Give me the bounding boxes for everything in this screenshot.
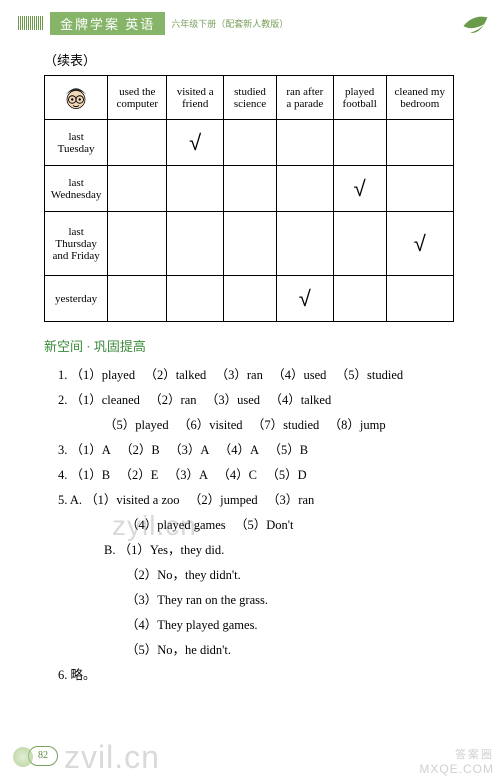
section-title: 新空间 · 巩固提高	[44, 336, 470, 355]
row-label: Tuesday	[58, 143, 95, 155]
answer-text: 略。	[71, 668, 96, 682]
check-mark: √	[167, 120, 224, 166]
answer-text: （4）They played games.	[126, 618, 258, 632]
answer-text: 1.	[58, 368, 67, 382]
row-label: yesterday	[55, 293, 97, 305]
book-title: 金牌学案 英语	[50, 12, 165, 35]
col-label: a parade	[286, 98, 323, 110]
col-label: cleaned my	[395, 86, 445, 98]
header-ticks	[18, 16, 44, 30]
answer-text: （2）No，they didn't.	[126, 568, 241, 582]
col-label: computer	[116, 98, 158, 110]
answer-text: （1）A	[71, 443, 111, 457]
table-row: yesterday √	[45, 276, 454, 322]
table-row: lastWednesday √	[45, 166, 454, 212]
answers-block: 1. （1）played （2）talked （3）ran （4）used （5…	[44, 363, 470, 688]
answer-text: （3）A	[168, 468, 208, 482]
answer-text: （3）They ran on the grass.	[126, 593, 268, 607]
leaf-icon	[454, 14, 490, 38]
col-label: used the	[119, 86, 155, 98]
answer-text: （5）No，he didn't.	[126, 643, 231, 657]
table-row: lastTuesday √	[45, 120, 454, 166]
table-header-row: used thecomputer visited afriend studied…	[45, 76, 454, 120]
answer-text: （4）talked	[269, 393, 331, 407]
watermark: zvil.cn	[64, 739, 160, 776]
answer-text: （5）D	[266, 468, 306, 482]
page-number-badge: 82	[28, 746, 58, 766]
answer-text: （4）A	[219, 443, 259, 457]
row-label: and Friday	[52, 250, 99, 262]
continued-label: （续表）	[44, 50, 470, 69]
answer-text: 3.	[58, 443, 67, 457]
watermark: MXQE.COM	[419, 762, 494, 776]
row-label: last	[68, 131, 83, 143]
answer-text: 2.	[58, 393, 67, 407]
col-label: football	[343, 98, 377, 110]
page-header: 金牌学案 英语 六年级下册（配套新人教版）	[18, 8, 500, 38]
check-mark: √	[333, 166, 386, 212]
answer-text: （5）Don't	[235, 518, 294, 532]
answer-text: （3）used	[206, 393, 260, 407]
table-row: lastThursdayand Friday √	[45, 212, 454, 276]
answer-text: （5）B	[268, 443, 308, 457]
answer-text: （8）jump	[329, 418, 386, 432]
book-subtitle: 六年级下册（配套新人教版）	[171, 17, 288, 30]
answer-text: 4.	[58, 468, 67, 482]
answer-text: （4）used	[272, 368, 326, 382]
col-label: friend	[182, 98, 208, 110]
check-mark: √	[386, 212, 454, 276]
row-label: Wednesday	[51, 189, 101, 201]
col-label: science	[234, 98, 266, 110]
col-label: ran after	[286, 86, 323, 98]
answer-text: （3）ran	[267, 493, 314, 507]
col-label: played	[345, 86, 374, 98]
activity-table: used thecomputer visited afriend studied…	[44, 75, 454, 322]
answer-text: B.	[104, 543, 115, 557]
answer-text: （1）B	[71, 468, 111, 482]
answer-text: A.	[70, 493, 82, 507]
answer-text: （2）ran	[149, 393, 196, 407]
answer-text: （1）visited a zoo	[85, 493, 179, 507]
col-label: studied	[234, 86, 266, 98]
row-label: last	[68, 226, 83, 238]
col-label: visited a	[177, 86, 214, 98]
row-label: Thursday	[55, 238, 97, 250]
watermark: 答案圈	[455, 746, 494, 762]
answer-text: 6.	[58, 668, 67, 682]
answer-text: （1）played	[71, 368, 136, 382]
row-label: last	[68, 177, 83, 189]
answer-text: （5）played	[104, 418, 169, 432]
answer-text: （2）talked	[144, 368, 206, 382]
answer-text: （2）E	[119, 468, 158, 482]
col-label: bedroom	[400, 98, 439, 110]
cartoon-face-icon	[61, 83, 91, 113]
answer-text: （1）Yes，they did.	[119, 543, 225, 557]
answer-text: （3）A	[169, 443, 209, 457]
answer-text: （2）jumped	[189, 493, 258, 507]
answer-text: （7）studied	[252, 418, 319, 432]
answer-text: （1）cleaned	[71, 393, 140, 407]
answer-text: （6）visited	[178, 418, 243, 432]
check-mark: √	[276, 276, 333, 322]
answer-text: （2）B	[120, 443, 160, 457]
answer-text: 5.	[58, 493, 67, 507]
answer-text: （3）ran	[216, 368, 263, 382]
answer-text: （4）played games	[126, 518, 226, 532]
face-icon-cell	[45, 76, 108, 120]
answer-text: （4）C	[217, 468, 257, 482]
answer-text: （5）studied	[336, 368, 403, 382]
